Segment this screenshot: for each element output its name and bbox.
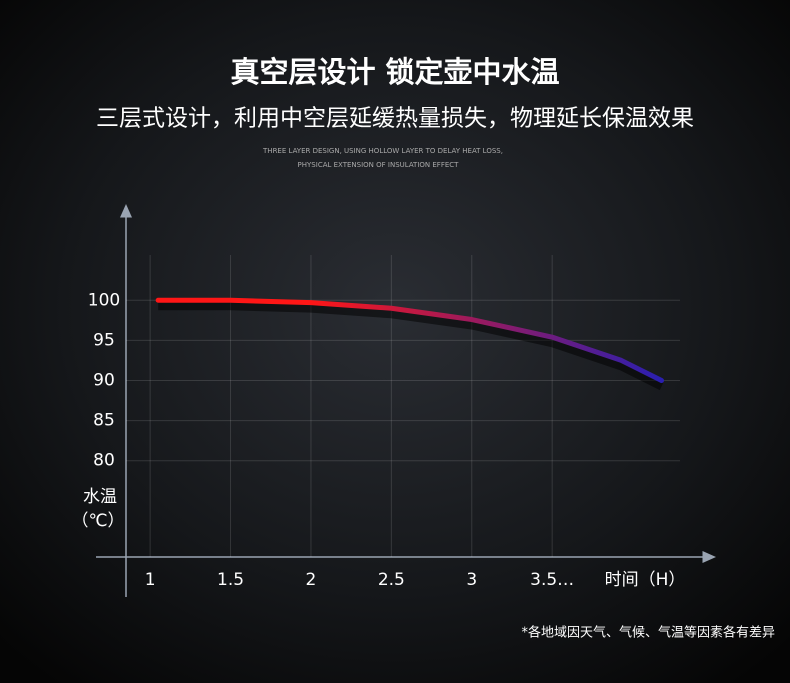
x-tick-label: 3.5… xyxy=(530,570,574,590)
x-tick-label: 1.5 xyxy=(217,570,244,590)
y-axis-label: （℃） xyxy=(71,511,124,531)
x-tick-label: 2 xyxy=(306,570,317,590)
y-tick-label: 90 xyxy=(93,370,115,390)
footnote: *各地域因天气、气候、气温等因素各有差异 xyxy=(521,625,775,641)
x-tick-label: 2.5 xyxy=(378,570,405,590)
english-text: PHYSICAL EXTENSION OF INSULATION EFFECT xyxy=(298,161,460,169)
data-line xyxy=(155,297,665,383)
y-tick-label: 80 xyxy=(93,451,115,471)
subtitle: 三层式设计，利用中空层延缓热量损失，物理延长保温效果 xyxy=(96,106,694,132)
x-axis-label: 时间（H） xyxy=(605,570,686,590)
y-tick-label: 100 xyxy=(88,290,120,310)
english-text: THREE LAYER DESIGN, USING HOLLOW LAYER T… xyxy=(262,147,503,155)
y-tick-label: 85 xyxy=(93,411,115,431)
line-shadow xyxy=(158,302,664,391)
x-tick-label: 3 xyxy=(466,570,477,590)
title: 真空层设计 锁定壶中水温 xyxy=(230,55,559,89)
y-tick-label: 95 xyxy=(93,330,115,350)
x-tick-label: 1 xyxy=(145,570,156,590)
y-axis-label: 水温 xyxy=(83,487,117,507)
